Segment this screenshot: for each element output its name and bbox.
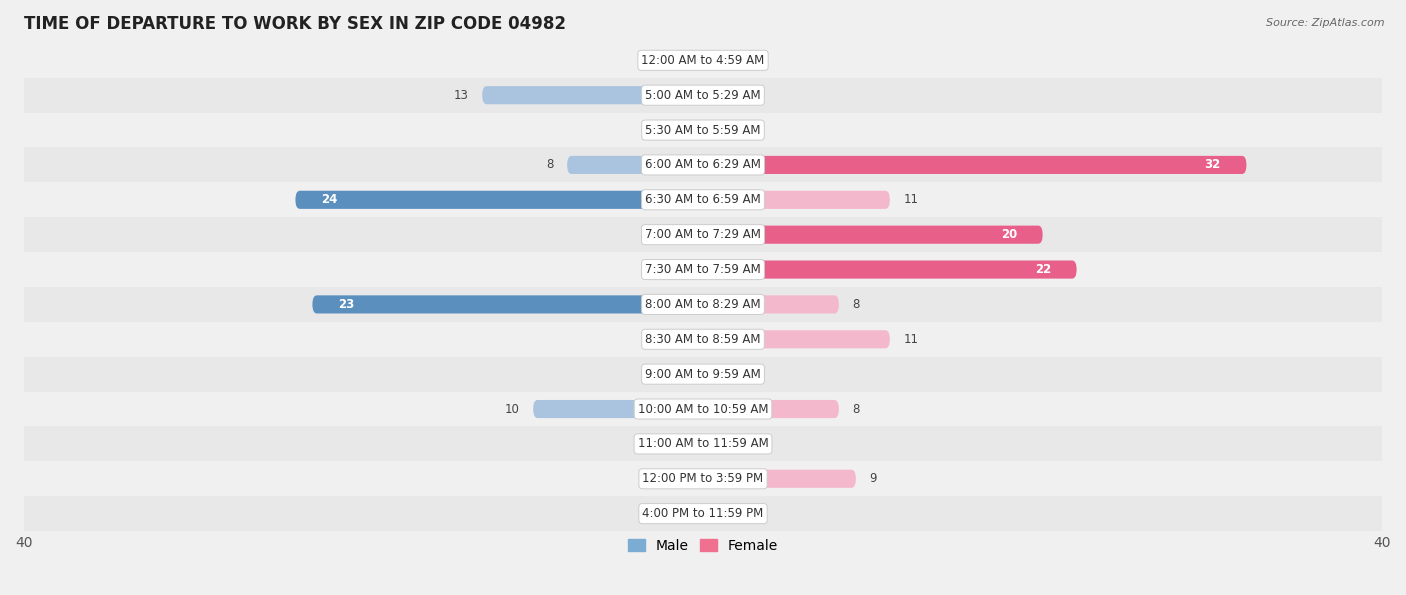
FancyBboxPatch shape: [703, 191, 890, 209]
Text: TIME OF DEPARTURE TO WORK BY SEX IN ZIP CODE 04982: TIME OF DEPARTURE TO WORK BY SEX IN ZIP …: [24, 15, 565, 33]
FancyBboxPatch shape: [533, 400, 703, 418]
Text: 8:00 AM to 8:29 AM: 8:00 AM to 8:29 AM: [645, 298, 761, 311]
Text: 22: 22: [1035, 263, 1052, 276]
Bar: [24, 43, 1382, 78]
FancyBboxPatch shape: [703, 505, 723, 522]
Text: 0: 0: [734, 437, 741, 450]
Bar: [24, 112, 1382, 148]
FancyBboxPatch shape: [703, 330, 890, 348]
Text: 0: 0: [665, 124, 672, 137]
Text: 7:00 AM to 7:29 AM: 7:00 AM to 7:29 AM: [645, 228, 761, 241]
Text: 20: 20: [1001, 228, 1017, 241]
Text: 0: 0: [665, 507, 672, 520]
FancyBboxPatch shape: [703, 156, 1246, 174]
FancyBboxPatch shape: [703, 86, 723, 104]
FancyBboxPatch shape: [703, 469, 856, 488]
FancyBboxPatch shape: [683, 505, 703, 522]
Text: 8: 8: [852, 403, 860, 415]
FancyBboxPatch shape: [295, 191, 703, 209]
FancyBboxPatch shape: [683, 330, 703, 348]
Text: 0: 0: [665, 437, 672, 450]
Text: 4:00 PM to 11:59 PM: 4:00 PM to 11:59 PM: [643, 507, 763, 520]
Text: 5:00 AM to 5:29 AM: 5:00 AM to 5:29 AM: [645, 89, 761, 102]
Text: 10: 10: [505, 403, 520, 415]
Text: 9: 9: [869, 472, 877, 486]
Text: 0: 0: [665, 333, 672, 346]
Text: 0: 0: [734, 124, 741, 137]
Text: 0: 0: [734, 89, 741, 102]
FancyBboxPatch shape: [312, 295, 703, 314]
Bar: [24, 183, 1382, 217]
Text: 6:00 AM to 6:29 AM: 6:00 AM to 6:29 AM: [645, 158, 761, 171]
Text: Source: ZipAtlas.com: Source: ZipAtlas.com: [1267, 18, 1385, 28]
FancyBboxPatch shape: [669, 261, 703, 278]
Text: 0: 0: [665, 368, 672, 381]
Text: 7:30 AM to 7:59 AM: 7:30 AM to 7:59 AM: [645, 263, 761, 276]
Bar: [24, 287, 1382, 322]
FancyBboxPatch shape: [703, 261, 1077, 278]
Text: 2: 2: [648, 263, 655, 276]
Bar: [24, 148, 1382, 183]
FancyBboxPatch shape: [703, 400, 839, 418]
Text: 0: 0: [665, 228, 672, 241]
Bar: [24, 357, 1382, 392]
Text: 12:00 PM to 3:59 PM: 12:00 PM to 3:59 PM: [643, 472, 763, 486]
FancyBboxPatch shape: [703, 365, 723, 383]
Text: 10:00 AM to 10:59 AM: 10:00 AM to 10:59 AM: [638, 403, 768, 415]
Bar: [24, 427, 1382, 461]
Bar: [24, 252, 1382, 287]
Text: 8: 8: [852, 298, 860, 311]
FancyBboxPatch shape: [703, 121, 723, 139]
Text: 0: 0: [734, 507, 741, 520]
Text: 9:00 AM to 9:59 AM: 9:00 AM to 9:59 AM: [645, 368, 761, 381]
FancyBboxPatch shape: [703, 295, 839, 314]
FancyBboxPatch shape: [683, 365, 703, 383]
Text: 32: 32: [1205, 158, 1220, 171]
Text: 11: 11: [904, 333, 918, 346]
Bar: [24, 217, 1382, 252]
FancyBboxPatch shape: [683, 51, 703, 70]
FancyBboxPatch shape: [567, 156, 703, 174]
Bar: [24, 496, 1382, 531]
FancyBboxPatch shape: [482, 86, 703, 104]
Text: 8: 8: [546, 158, 554, 171]
Legend: Male, Female: Male, Female: [623, 533, 783, 558]
Text: 0: 0: [734, 368, 741, 381]
FancyBboxPatch shape: [683, 226, 703, 244]
Text: 24: 24: [321, 193, 337, 206]
FancyBboxPatch shape: [683, 121, 703, 139]
Text: 5:30 AM to 5:59 AM: 5:30 AM to 5:59 AM: [645, 124, 761, 137]
FancyBboxPatch shape: [683, 469, 703, 488]
Text: 0: 0: [665, 54, 672, 67]
Text: 6:30 AM to 6:59 AM: 6:30 AM to 6:59 AM: [645, 193, 761, 206]
Bar: [24, 392, 1382, 427]
Text: 23: 23: [337, 298, 354, 311]
Text: 12:00 AM to 4:59 AM: 12:00 AM to 4:59 AM: [641, 54, 765, 67]
Text: 1: 1: [734, 54, 741, 67]
Bar: [24, 78, 1382, 112]
FancyBboxPatch shape: [703, 435, 723, 453]
Bar: [24, 461, 1382, 496]
Text: 8:30 AM to 8:59 AM: 8:30 AM to 8:59 AM: [645, 333, 761, 346]
Text: 11: 11: [904, 193, 918, 206]
Text: 13: 13: [454, 89, 468, 102]
FancyBboxPatch shape: [703, 226, 1043, 244]
Bar: [24, 322, 1382, 357]
Text: 0: 0: [665, 472, 672, 486]
FancyBboxPatch shape: [683, 435, 703, 453]
FancyBboxPatch shape: [703, 51, 720, 70]
Text: 11:00 AM to 11:59 AM: 11:00 AM to 11:59 AM: [638, 437, 768, 450]
